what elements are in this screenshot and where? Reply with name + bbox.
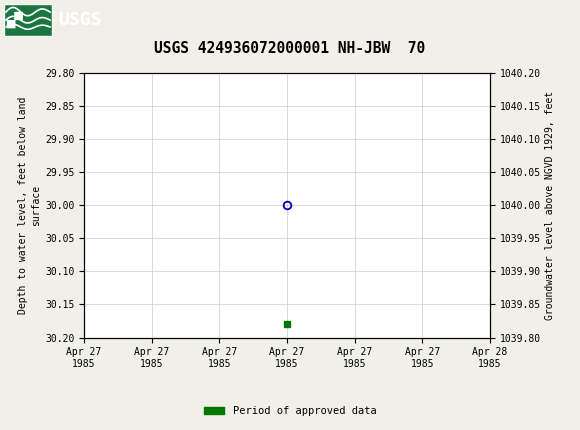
Text: USGS 424936072000001 NH-JBW  70: USGS 424936072000001 NH-JBW 70 [154,41,426,56]
Text: USGS: USGS [58,11,102,29]
Text: ▄▀: ▄▀ [6,12,23,28]
Y-axis label: Groundwater level above NGVD 1929, feet: Groundwater level above NGVD 1929, feet [545,91,555,320]
Bar [4,4,52,36]
Y-axis label: Depth to water level, feet below land
surface: Depth to water level, feet below land su… [17,97,41,314]
Legend: Period of approved data: Period of approved data [200,402,380,421]
Bar [4,4,52,36]
